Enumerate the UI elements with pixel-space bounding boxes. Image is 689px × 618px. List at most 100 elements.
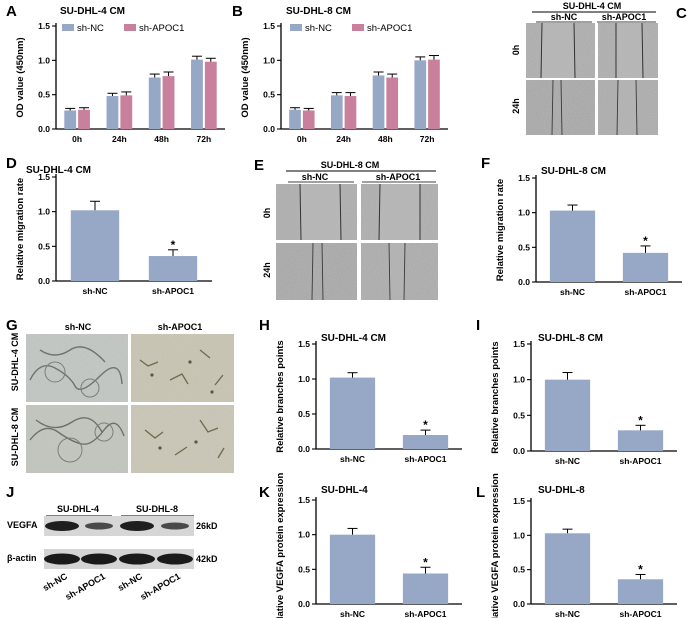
panel-g-row-dhl8: SU-DHL-8 CM — [10, 408, 20, 467]
panel-c-col-sh-apoc1: sh-APOC1 — [602, 12, 647, 22]
chart-i-x-tick-label: sh-APOC1 — [619, 456, 661, 466]
blot-strip-vegfa — [44, 516, 194, 536]
blot-lane-3: sh-NC — [116, 571, 144, 593]
chart-f-significance-star: * — [643, 234, 648, 248]
chart-i-significance-star: * — [638, 413, 643, 427]
panel-j-western-blot: SU-DHL-4 SU-DHL-8 VEGFA β-actin 26kD 42k… — [7, 504, 218, 602]
chart-a-legend-swatch-sh-nc — [62, 24, 74, 31]
chart-l-y-tick-label: 0.5 — [513, 565, 525, 575]
blot-label-actin: β-actin — [7, 553, 37, 563]
chart-a-bar-sh-apoc1-0h — [78, 109, 90, 129]
blot-group-dhl8: SU-DHL-8 — [136, 504, 178, 514]
chart-f-bar-sh-apoc1 — [622, 252, 669, 282]
panel-e-col-sh-apoc1: sh-APOC1 — [376, 172, 421, 182]
chart-k-bar-sh-nc — [329, 534, 376, 604]
chart-f-y-tick-label: 1.0 — [518, 208, 530, 218]
chart-k-x-tick-label: sh-APOC1 — [404, 609, 446, 618]
chart-b-x-tick-label: 24h — [336, 134, 351, 144]
chart-h-y-tick-label: 0.0 — [298, 444, 310, 454]
wound-image-c-apoc1-24h — [598, 79, 658, 136]
chart-d-significance-star: * — [171, 238, 176, 252]
chart-b-proliferation: SU-DHL-8 CM 0.0 0.5 1.0 1.5 OD value (450nm) 0… — [240, 6, 448, 144]
chart-a-bar-sh-nc-48h — [148, 77, 161, 129]
wound-image-c-apoc1-0h — [598, 22, 658, 79]
panel-label-e: E — [254, 157, 264, 174]
tube-image-dhl8-apoc1 — [131, 405, 234, 473]
panel-label-g: G — [6, 317, 18, 334]
blot-lane-2: sh-APOC1 — [63, 571, 107, 602]
panel-g-tube-formation: sh-NC sh-APOC1 SU-DHL-4 CM SU-DHL-8 CM — [10, 322, 234, 473]
chart-h-y-tick-label: 1.5 — [298, 339, 310, 349]
panel-c-row-0h: 0h — [511, 45, 521, 56]
chart-d-bar-sh-nc — [70, 210, 120, 281]
chart-h-x-tick-label: sh-NC — [340, 454, 365, 464]
chart-a-x-tick-label: 24h — [112, 134, 127, 144]
chart-h-title: SU-DHL-4 CM — [321, 333, 386, 344]
panel-label-j: J — [6, 484, 14, 501]
chart-l-y-tick-label: 0.0 — [513, 599, 525, 609]
panel-e-row-24h: 24h — [262, 262, 272, 278]
chart-a-title: SU-DHL-4 CM — [60, 6, 125, 17]
panel-e-col-sh-nc: sh-NC — [302, 172, 329, 182]
chart-d-y-tick-label: 1.0 — [38, 207, 50, 217]
chart-h-branch-points: SU-DHL-4 CM 0.0 0.5 1.0 1.5 Relative branches… — [275, 333, 462, 464]
chart-l-title: SU-DHL-8 — [538, 485, 585, 496]
chart-k-x-tick-label: sh-NC — [340, 609, 365, 618]
chart-l-y-tick-label: 1.0 — [513, 530, 525, 540]
chart-h-y-label: Relative branches points — [275, 340, 286, 452]
chart-b-bar-sh-nc-72h — [414, 60, 427, 130]
panel-label-b: B — [232, 3, 243, 20]
panel-c-col-sh-nc: sh-NC — [551, 12, 578, 22]
chart-b-legend-label-sh-apoc1: sh-APOC1 — [367, 23, 412, 34]
chart-f-y-tick-label: 1.5 — [518, 173, 530, 183]
panel-e-row-0h: 0h — [262, 208, 272, 219]
chart-k-bar-sh-apoc1 — [402, 573, 449, 604]
chart-b-x-tick-label: 0h — [297, 134, 307, 144]
chart-a-bar-sh-apoc1-48h — [162, 76, 175, 129]
chart-i-y-tick-label: 0.0 — [513, 446, 525, 456]
panel-label-d: D — [6, 155, 17, 172]
panel-e-title: SU-DHL-8 CM — [321, 160, 380, 170]
chart-a-y-tick-label: 0.5 — [38, 90, 50, 100]
chart-f-y-tick-label: 0.5 — [518, 242, 530, 252]
panel-c-title: SU-DHL-4 CM — [563, 1, 622, 11]
wound-image-c-nc-24h — [526, 79, 595, 136]
chart-d-migration: SU-DHL-4 CM 0.0 0.5 1.0 1.5 Relative migratio… — [15, 165, 212, 296]
chart-h-x-tick-label: sh-APOC1 — [404, 454, 446, 464]
chart-i-y-tick-label: 1.5 — [513, 339, 525, 349]
chart-f-x-tick-label: sh-NC — [560, 287, 585, 297]
chart-h-y-tick-label: 0.5 — [298, 409, 310, 419]
chart-k-y-tick-label: 0.0 — [298, 599, 310, 609]
chart-b-y-tick-label: 0.0 — [263, 124, 275, 134]
tube-image-dhl4-apoc1 — [131, 334, 234, 402]
chart-h-bar-sh-nc — [329, 377, 376, 449]
chart-b-title: SU-DHL-8 CM — [286, 6, 351, 17]
chart-f-title: SU-DHL-8 CM — [541, 166, 606, 177]
panel-label-c: C — [676, 5, 687, 22]
blot-group-dhl4: SU-DHL-4 — [57, 504, 99, 514]
chart-k-title: SU-DHL-4 — [321, 485, 368, 496]
chart-l-vegfa: SU-DHL-8 0.0 0.5 1.0 1.5 Relative VEGFA prote… — [490, 473, 677, 618]
chart-a-legend-swatch-sh-apoc1 — [124, 24, 136, 31]
chart-k-significance-star: * — [423, 555, 428, 569]
chart-h-significance-star: * — [423, 418, 428, 432]
panel-label-k: K — [259, 484, 270, 501]
panel-label-a: A — [6, 3, 17, 20]
chart-h-y-tick-label: 1.0 — [298, 374, 310, 384]
chart-k-y-tick-label: 1.5 — [298, 495, 310, 505]
chart-a-bar-sh-nc-24h — [106, 96, 119, 129]
chart-b-bar-sh-nc-0h — [289, 109, 301, 129]
blot-lane-1: sh-NC — [41, 571, 69, 593]
chart-b-y-tick-label: 0.5 — [263, 90, 275, 100]
chart-b-bar-sh-apoc1-24h — [344, 96, 357, 129]
chart-l-y-tick-label: 1.5 — [513, 496, 525, 506]
panel-label-l: L — [476, 484, 485, 501]
chart-d-y-tick-label: 0.0 — [38, 276, 50, 286]
chart-a-x-tick-label: 0h — [72, 134, 82, 144]
blot-size-vegfa: 26kD — [196, 521, 218, 531]
chart-b-bar-sh-nc-24h — [330, 95, 343, 129]
chart-a-x-tick-label: 72h — [197, 134, 212, 144]
chart-a-bar-sh-nc-72h — [191, 59, 203, 129]
chart-k-y-tick-label: 0.5 — [298, 564, 310, 574]
